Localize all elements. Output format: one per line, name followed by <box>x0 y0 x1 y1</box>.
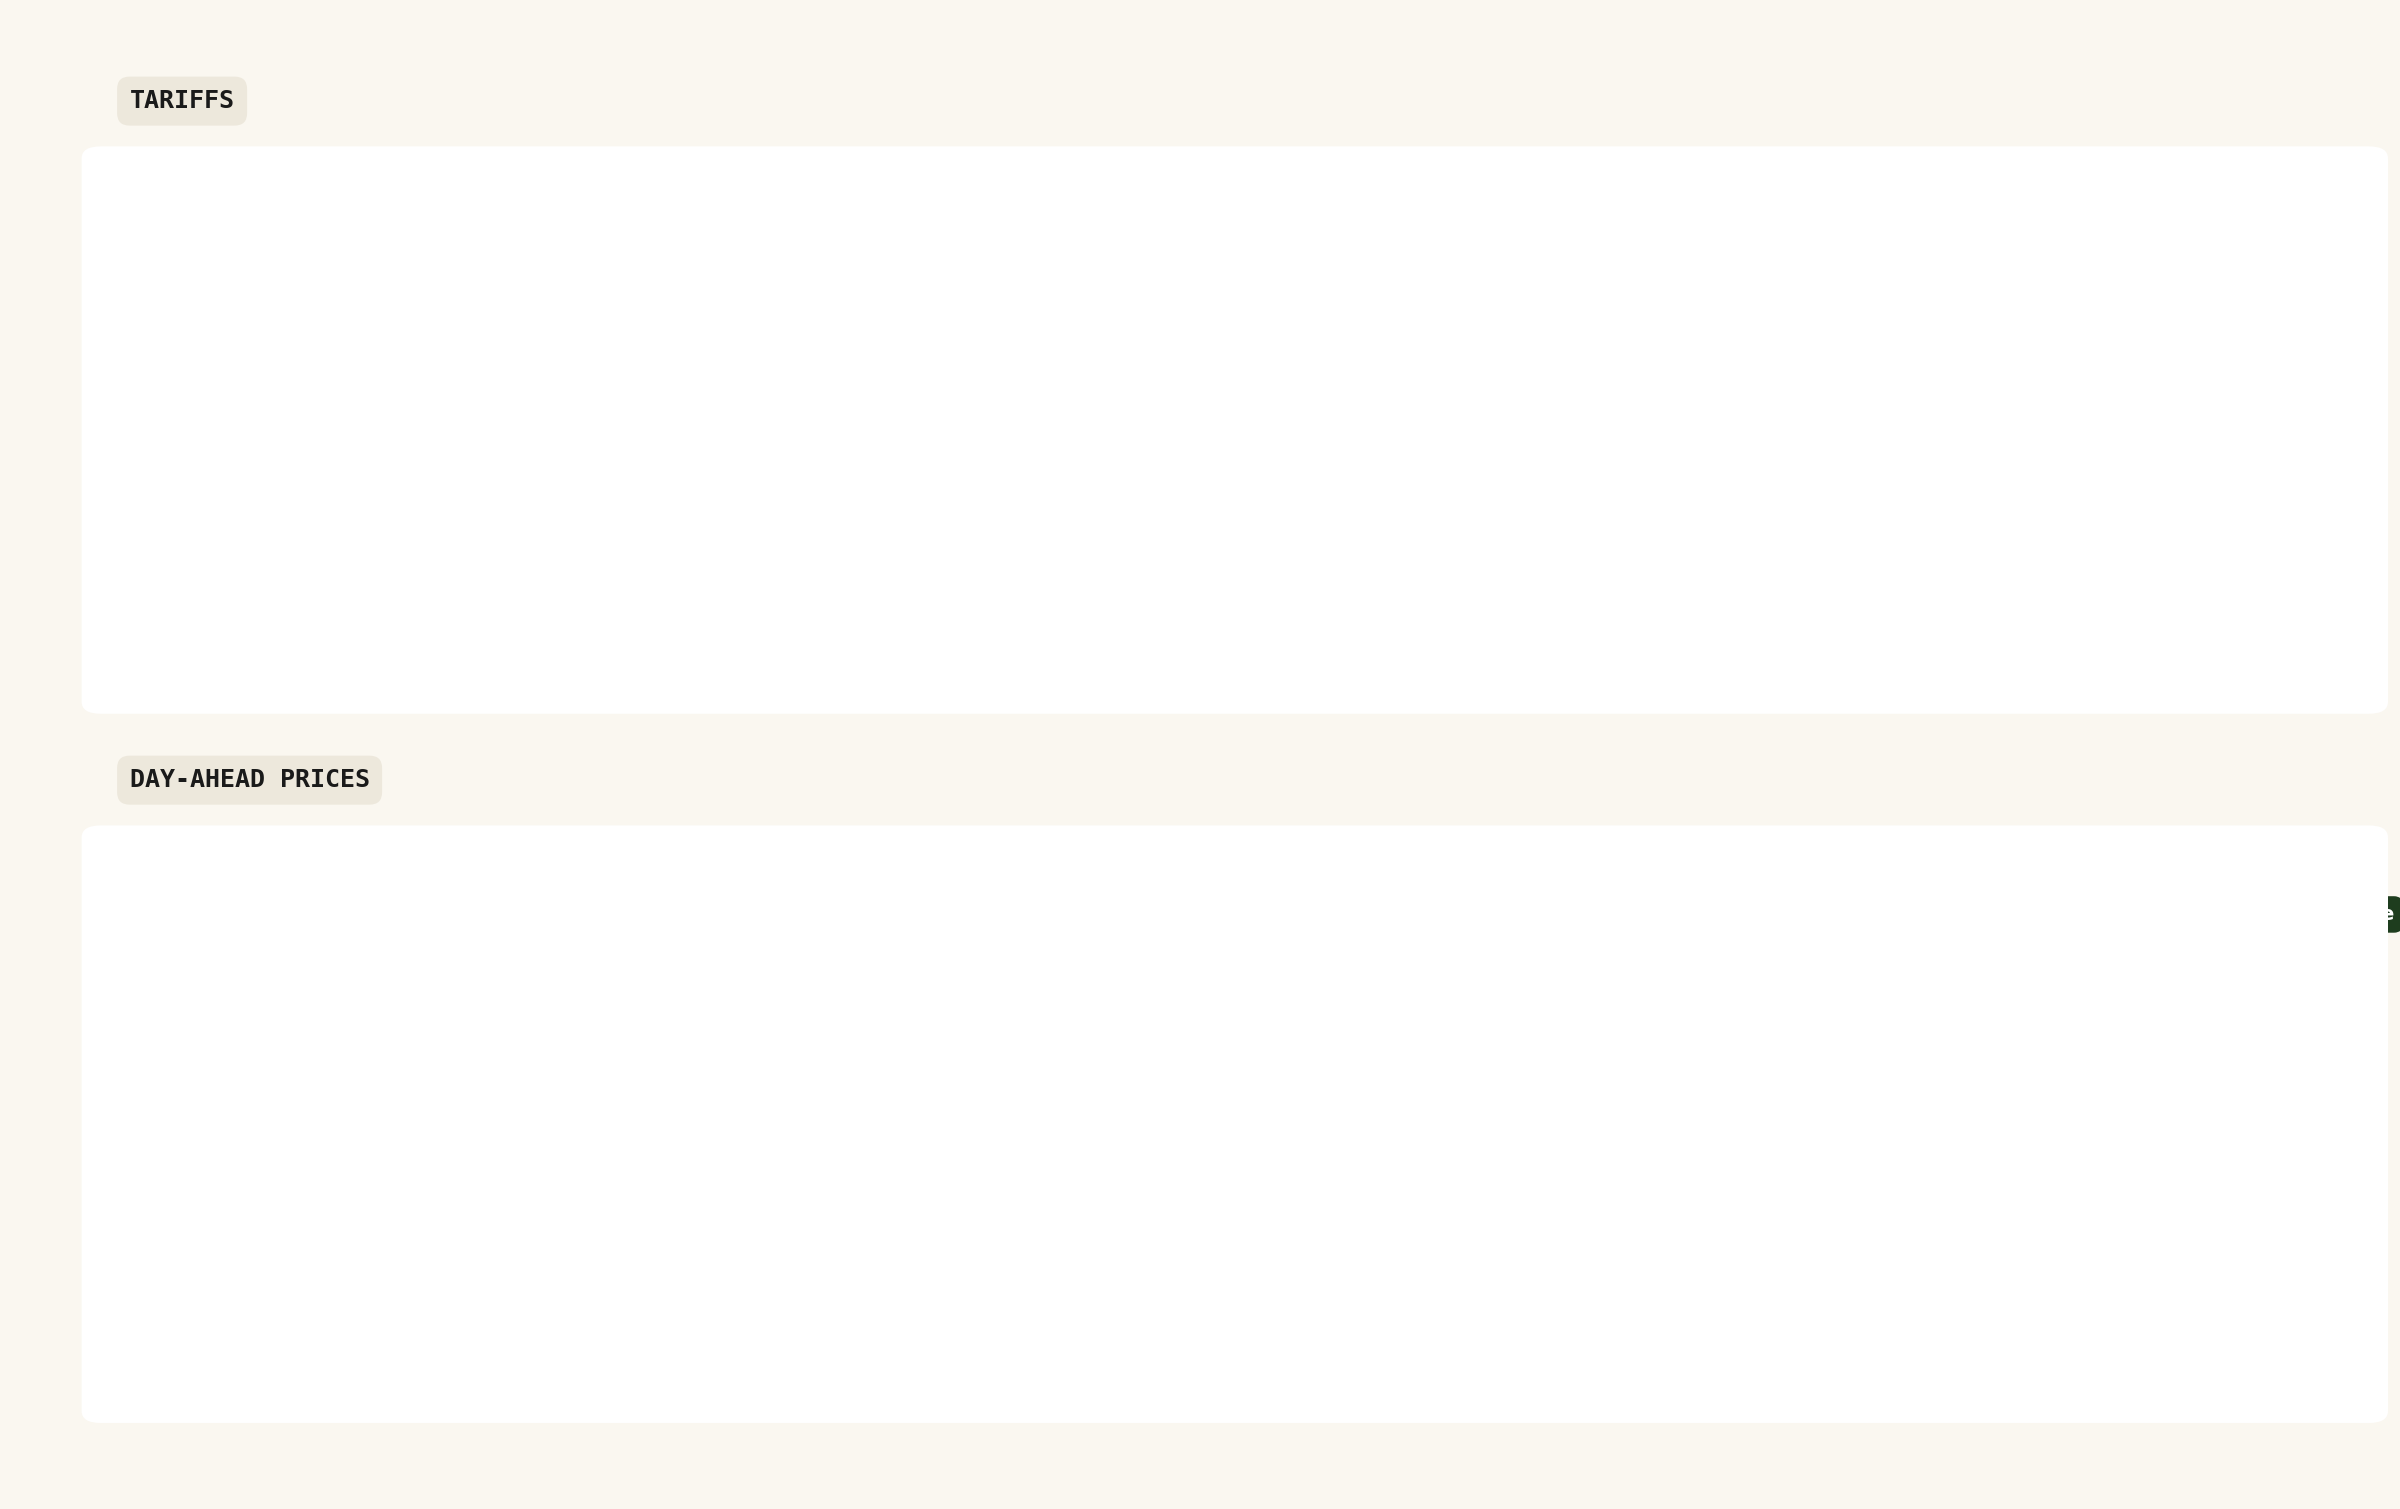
Text: Optimal charge window: Optimal charge window <box>1157 222 1416 241</box>
Text: ⚡: ⚡ <box>1279 1102 1296 1126</box>
Text: Day ahead price: Day ahead price <box>2218 905 2395 924</box>
Text: Plugged in: Plugged in <box>389 905 504 924</box>
FancyBboxPatch shape <box>970 324 1603 510</box>
FancyBboxPatch shape <box>970 1014 1603 1213</box>
Text: TARIFFS: TARIFFS <box>130 89 235 113</box>
Text: Plugged in: Plugged in <box>389 222 504 241</box>
Text: Deadline: Deadline <box>1726 222 1822 241</box>
Text: DAY-AHEAD PRICES: DAY-AHEAD PRICES <box>130 768 370 792</box>
Text: ⚡: ⚡ <box>1279 406 1296 430</box>
Text: Deadline: Deadline <box>1726 905 1822 924</box>
Text: Optimal charge window: Optimal charge window <box>1157 905 1416 924</box>
Text: Tariff price: Tariff price <box>2246 222 2364 241</box>
